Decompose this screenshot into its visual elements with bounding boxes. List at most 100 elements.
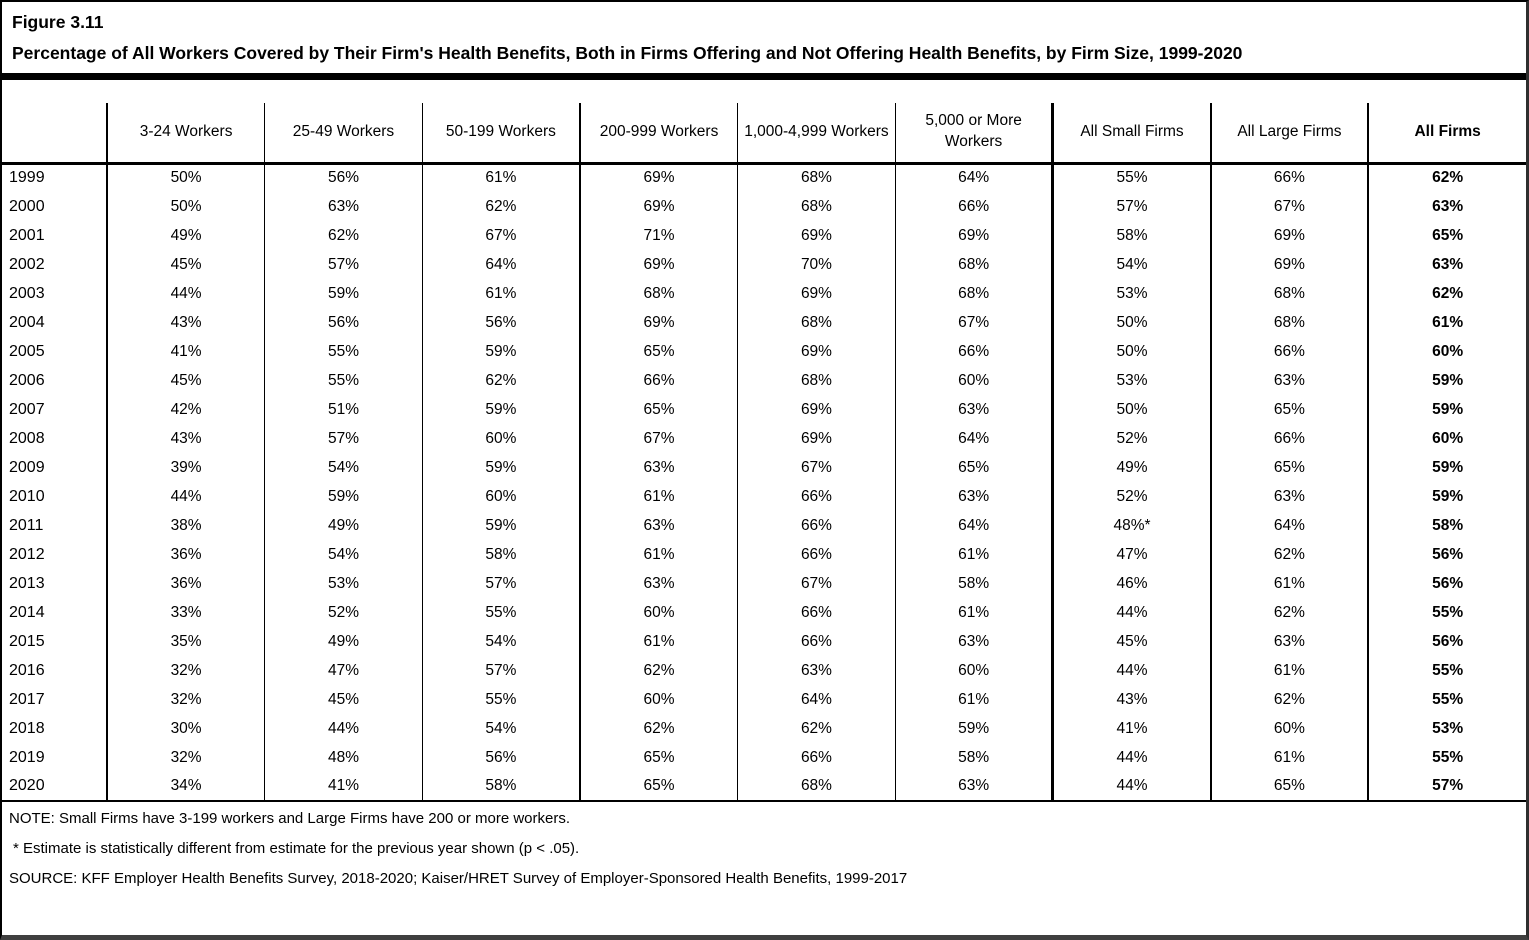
value-cell: 34% [106, 772, 265, 802]
value-cell: 56% [421, 743, 580, 772]
value-cell: 44% [1051, 656, 1211, 685]
year-cell: 2019 [9, 748, 45, 766]
value-cell: 55% [1367, 656, 1526, 685]
column-header-1000-4999-workers: 1,000-4,999 Workers [737, 103, 896, 165]
table-row: 2006 45% 55% 62% 66% 68% 60% 53% 63% 59% [2, 366, 1526, 395]
value-cell: 59% [1367, 395, 1526, 424]
value-cell: 64% [1209, 511, 1369, 540]
value-cell: 55% [1367, 743, 1526, 772]
value-cell: 55% [264, 337, 423, 366]
value-cell: 69% [578, 163, 738, 192]
value-cell: 63% [264, 192, 423, 221]
value-cell: 69% [737, 221, 896, 250]
value-cell: 52% [1051, 482, 1211, 511]
year-cell: 2004 [9, 313, 45, 331]
note-text: NOTE: Small Firms have 3-199 workers and… [9, 810, 571, 827]
value-cell: 62% [264, 221, 423, 250]
year-cell: 2015 [9, 632, 45, 650]
year-cell: 2009 [9, 458, 45, 476]
value-cell: 38% [106, 511, 265, 540]
value-cell: 62% [1367, 279, 1526, 308]
table-row: 2005 41% 55% 59% 65% 69% 66% 50% 66% 60% [2, 337, 1526, 366]
value-cell: 57% [421, 656, 580, 685]
value-cell: 61% [894, 598, 1053, 627]
value-cell: 46% [1051, 569, 1211, 598]
value-cell: 65% [1209, 772, 1369, 802]
footer-notes: NOTE: Small Firms have 3-199 workers and… [2, 802, 1526, 894]
value-cell: 63% [737, 656, 896, 685]
value-cell: 45% [264, 685, 423, 714]
value-cell: 66% [737, 598, 896, 627]
value-cell: 66% [737, 540, 896, 569]
table-row: 2014 33% 52% 55% 60% 66% 61% 44% 62% 55% [2, 598, 1526, 627]
value-cell: 63% [1367, 192, 1526, 221]
value-cell: 61% [1367, 308, 1526, 337]
value-cell: 63% [894, 482, 1053, 511]
value-cell: 60% [1367, 337, 1526, 366]
value-cell: 58% [1051, 221, 1211, 250]
value-cell: 47% [264, 656, 423, 685]
column-header-all-large-firms: All Large Firms [1209, 103, 1369, 165]
value-cell: 58% [894, 743, 1053, 772]
column-header-5000-or-more-workers: 5,000 or More Workers [894, 103, 1053, 165]
value-cell: 45% [106, 250, 265, 279]
table-row: 2016 32% 47% 57% 62% 63% 60% 44% 61% 55% [2, 656, 1526, 685]
table-row: 2001 49% 62% 67% 71% 69% 69% 58% 69% 65% [2, 221, 1526, 250]
value-cell: 62% [421, 192, 580, 221]
value-cell: 69% [894, 221, 1053, 250]
value-cell: 69% [737, 337, 896, 366]
header-row: 3-24 Workers 25-49 Workers 50-199 Worker… [2, 103, 1526, 165]
value-cell: 54% [264, 540, 423, 569]
year-cell: 2016 [9, 661, 45, 679]
value-cell: 61% [421, 163, 580, 192]
value-cell: 56% [1367, 540, 1526, 569]
value-cell: 68% [737, 163, 896, 192]
value-cell: 54% [421, 714, 580, 743]
value-cell: 66% [1209, 424, 1369, 453]
value-cell: 68% [578, 279, 738, 308]
value-cell: 47% [1051, 540, 1211, 569]
value-cell: 55% [264, 366, 423, 395]
value-cell: 44% [106, 482, 265, 511]
value-cell: 41% [264, 772, 423, 802]
value-cell: 68% [737, 772, 896, 802]
value-cell: 67% [578, 424, 738, 453]
value-cell: 69% [1209, 221, 1369, 250]
value-cell: 50% [1051, 308, 1211, 337]
value-cell: 69% [578, 250, 738, 279]
year-cell: 2018 [9, 719, 45, 737]
value-cell: 43% [106, 424, 265, 453]
value-cell: 63% [894, 627, 1053, 656]
value-cell: 59% [421, 395, 580, 424]
value-cell: 55% [1367, 598, 1526, 627]
value-cell: 55% [421, 598, 580, 627]
value-cell: 45% [1051, 627, 1211, 656]
table-row: 2011 38% 49% 59% 63% 66% 64% 48%* 64% 58% [2, 511, 1526, 540]
value-cell: 49% [264, 627, 423, 656]
value-cell: 36% [106, 569, 265, 598]
value-cell: 43% [1051, 685, 1211, 714]
column-header-all-small-firms: All Small Firms [1051, 103, 1211, 165]
value-cell: 41% [106, 337, 265, 366]
table-row: 2008 43% 57% 60% 67% 69% 64% 52% 66% 60% [2, 424, 1526, 453]
table-body: 1999 50% 56% 61% 69% 68% 64% 55% 66% 62% 2000 50% 63… [2, 163, 1526, 802]
value-cell: 62% [578, 656, 738, 685]
value-cell: 63% [578, 569, 738, 598]
value-cell: 65% [578, 337, 738, 366]
column-header-3-24-workers: 3-24 Workers [106, 103, 265, 165]
value-cell: 64% [737, 685, 896, 714]
year-cell: 2011 [9, 516, 44, 534]
column-header-200-999-workers: 200-999 Workers [578, 103, 738, 165]
year-cell: 2008 [9, 429, 45, 447]
value-cell: 62% [578, 714, 738, 743]
value-cell: 66% [894, 337, 1053, 366]
table-row: 2002 45% 57% 64% 69% 70% 68% 54% 69% 63% [2, 250, 1526, 279]
value-cell: 65% [1209, 395, 1369, 424]
value-cell: 32% [106, 685, 265, 714]
year-cell: 2003 [9, 284, 45, 302]
value-cell: 55% [421, 685, 580, 714]
value-cell: 44% [106, 279, 265, 308]
value-cell: 68% [737, 308, 896, 337]
year-cell: 1999 [9, 169, 45, 187]
